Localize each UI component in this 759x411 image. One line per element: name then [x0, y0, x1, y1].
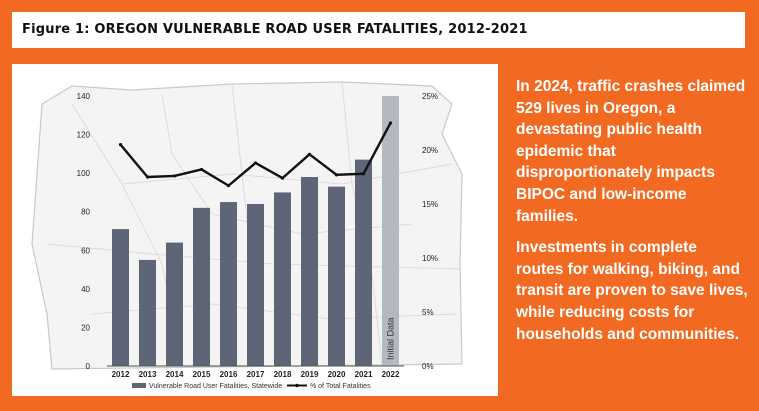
bar-2020: [328, 186, 345, 366]
y-left-tick-label: 100: [77, 169, 91, 178]
bar-2022: [382, 96, 399, 366]
y-right-tick-label: 20%: [422, 146, 438, 155]
x-tick-label-2019: 2019: [301, 370, 319, 379]
chart-panel: Initial Data 0 20 40 60 80 100 120 140 0% 5% 10% 15…: [12, 64, 498, 396]
bar-2016: [220, 202, 237, 366]
x-tick-label-2017: 2017: [247, 370, 265, 379]
bar-2012: [112, 229, 129, 366]
bar-2013: [139, 259, 156, 366]
info-text-panel: In 2024, traffic crashes claimed 529 liv…: [516, 76, 748, 355]
bar-2015: [193, 207, 210, 366]
x-tick-label-2020: 2020: [328, 370, 346, 379]
initial-data-label: Initial Data: [386, 317, 396, 360]
info-paragraph-investments: Investments in complete routes for walki…: [516, 239, 748, 343]
x-tick-label-2015: 2015: [193, 370, 211, 379]
y-right-tick-label: 25%: [422, 92, 438, 101]
y-right-tick-label: 0%: [422, 362, 434, 371]
line-point-2021: [361, 172, 366, 176]
bar-2021: [355, 159, 372, 366]
x-tick-label-2016: 2016: [220, 370, 238, 379]
y-left-tick-label: 140: [77, 92, 91, 101]
y-left-tick-label: 120: [77, 131, 91, 140]
line-point-2016: [226, 184, 231, 188]
figure-title-bar: Figure 1: OREGON VULNERABLE ROAD USER FA…: [12, 12, 745, 48]
line-point-2014: [172, 174, 177, 178]
y-left-tick-label: 80: [81, 208, 90, 217]
line-point-2012: [118, 143, 123, 147]
line-point-2019: [307, 152, 312, 156]
bar-2017: [247, 204, 264, 366]
chart-axes: 0 20 40 60 80 100 120 140 0% 5% 10% 15% 20% 25% 2012 20…: [77, 92, 438, 379]
x-tick-label-2012: 2012: [112, 370, 130, 379]
line-point-2017: [253, 161, 258, 165]
line-point-2020: [334, 173, 339, 177]
legend-bar-swatch: [132, 383, 146, 388]
y-right-tick-label: 15%: [422, 200, 438, 209]
info-paragraph-crashes: In 2024, traffic crashes claimed 529 liv…: [516, 78, 746, 225]
fatalities-chart: Initial Data 0 20 40 60 80 100 120 140 0% 5% 10% 15…: [31, 81, 463, 390]
x-tick-label-2013: 2013: [139, 370, 157, 379]
y-left-tick-label: 40: [81, 285, 90, 294]
percent-line-series: [118, 121, 393, 188]
y-left-tick-label: 20: [81, 323, 90, 332]
x-tick-label-2022: 2022: [382, 370, 400, 379]
line-point-2022: [388, 121, 393, 125]
bar-2014: [166, 242, 183, 366]
bar-series: Initial Data: [112, 96, 399, 366]
y-left-tick-label: 0: [86, 362, 91, 371]
y-left-tick-label: 60: [81, 246, 90, 255]
legend-line-label: % of Total Fatalities: [310, 383, 371, 390]
x-tick-label-2014: 2014: [166, 370, 184, 379]
y-right-tick-label: 5%: [422, 308, 434, 317]
line-point-2013: [145, 175, 150, 179]
bar-2018: [274, 192, 291, 366]
y-right-tick-label: 10%: [422, 254, 438, 263]
legend-bar-label: Vulnerable Road User Fatalities, Statewi…: [149, 383, 282, 390]
line-point-2015: [199, 167, 204, 172]
x-tick-label-2018: 2018: [274, 370, 292, 379]
legend-line-marker: [295, 383, 299, 388]
figure-title: Figure 1: OREGON VULNERABLE ROAD USER FA…: [22, 22, 528, 37]
chart-legend: Vulnerable Road User Fatalities, Statewi…: [132, 383, 371, 390]
x-tick-label-2021: 2021: [355, 370, 373, 379]
line-point-2018: [280, 176, 285, 180]
bar-2019: [301, 177, 318, 366]
